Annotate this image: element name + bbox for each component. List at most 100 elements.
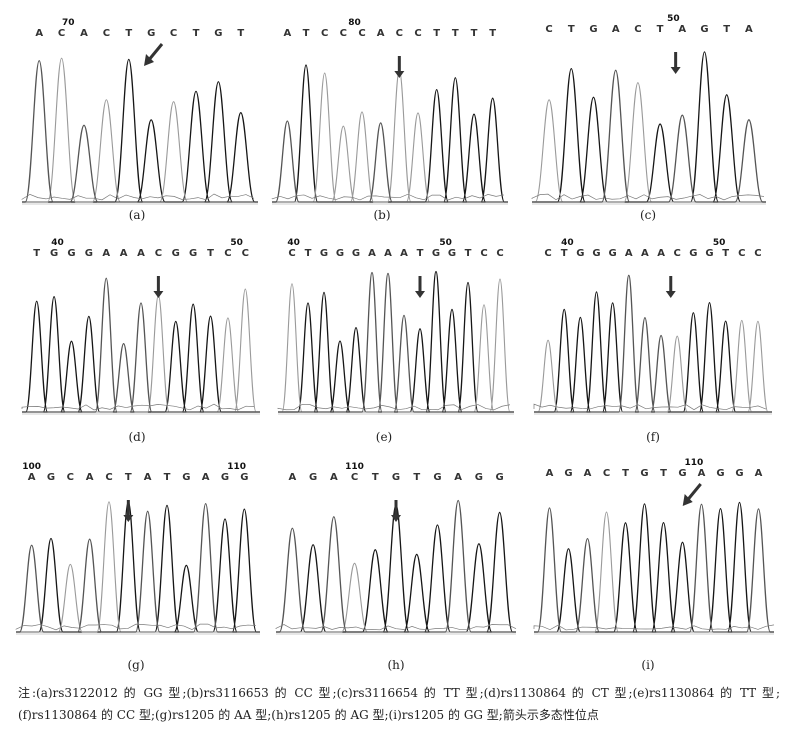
base-call: C xyxy=(396,28,403,39)
base-call: G xyxy=(182,472,190,483)
base-call: T xyxy=(568,24,575,35)
base-call: C xyxy=(496,248,503,259)
position-label: 40 xyxy=(287,238,300,248)
trace-mid xyxy=(272,120,508,203)
base-call: G xyxy=(336,248,344,259)
base-call: T xyxy=(305,248,312,259)
trace-gray xyxy=(22,57,258,203)
trace-gray xyxy=(534,511,774,633)
polymorphism-arrow-icon xyxy=(153,276,164,298)
trace-gray xyxy=(278,278,514,413)
base-call: G xyxy=(320,248,328,259)
trace-dark xyxy=(16,501,260,633)
trace-mid xyxy=(534,503,774,633)
trace-gray xyxy=(16,501,260,633)
base-call: T xyxy=(489,28,496,39)
base-call: A xyxy=(102,248,110,259)
base-call: G xyxy=(576,248,584,259)
base-call: T xyxy=(723,24,730,35)
trace-dark xyxy=(22,295,260,413)
trace-mid xyxy=(278,271,514,413)
polymorphism-arrow-icon xyxy=(391,500,401,522)
base-call: C xyxy=(242,248,249,259)
base-call: T xyxy=(722,248,729,259)
base-call: C xyxy=(754,248,761,259)
base-call: G xyxy=(214,28,222,39)
panel-f: C T G G G A A A C G G T C C 40 50 xyxy=(533,234,772,456)
base-call: T xyxy=(417,248,424,259)
polymorphism-arrow-icon xyxy=(665,276,676,298)
base-call: G xyxy=(433,472,441,483)
base-call: T xyxy=(207,248,214,259)
polymorphism-arrow-icon xyxy=(144,43,164,66)
base-call: C xyxy=(58,28,65,39)
caption-i: (i) xyxy=(641,658,655,672)
base-call: G xyxy=(592,248,600,259)
base-call: G xyxy=(678,468,686,479)
base-call: A xyxy=(400,248,408,259)
base-call: T xyxy=(372,472,379,483)
base-call: A xyxy=(657,248,665,259)
base-call: G xyxy=(147,28,155,39)
base-call: G xyxy=(172,248,180,259)
base-call: A xyxy=(120,248,128,259)
panel-g: A G C A C T A T G A G G 100 110 xyxy=(15,458,260,676)
base-call: A xyxy=(612,24,620,35)
base-call: A xyxy=(330,472,338,483)
position-label: 100 xyxy=(22,462,41,472)
base-call: C xyxy=(340,28,347,39)
polymorphism-arrow-icon xyxy=(670,52,681,74)
base-call: G xyxy=(47,472,55,483)
base-call: A xyxy=(377,28,385,39)
base-call: C xyxy=(545,24,552,35)
base-call: A xyxy=(678,24,686,35)
base-call: C xyxy=(103,28,110,39)
base-call: G xyxy=(640,468,648,479)
base-call: G xyxy=(716,468,724,479)
base-call: C xyxy=(351,472,358,483)
position-label: 40 xyxy=(51,238,64,248)
polymorphism-arrow-icon xyxy=(415,276,425,298)
base-call: A xyxy=(755,468,763,479)
base-call: A xyxy=(384,248,392,259)
trace-dark xyxy=(22,58,258,203)
base-call: C xyxy=(321,28,328,39)
trace-dark xyxy=(272,64,508,203)
base-call: A xyxy=(454,472,462,483)
base-call: T xyxy=(303,28,310,39)
base-call: A xyxy=(137,248,145,259)
base-call: C xyxy=(738,248,745,259)
base-call: A xyxy=(698,468,706,479)
trace-mid xyxy=(532,69,766,203)
base-call: T xyxy=(465,248,472,259)
base-call: G xyxy=(240,472,248,483)
base-call: G xyxy=(85,248,93,259)
base-call: C xyxy=(634,24,641,35)
position-label: 80 xyxy=(348,18,361,28)
base-call: T xyxy=(622,468,629,479)
position-label: 50 xyxy=(230,238,243,248)
position-label: 110 xyxy=(345,462,364,472)
base-call: C xyxy=(224,248,231,259)
panel-h: A G A C T G T G A G G 110 xyxy=(275,458,517,676)
polymorphism-arrow-icon xyxy=(394,56,405,78)
caption-e: (e) xyxy=(375,430,393,444)
caption-c: (c) xyxy=(639,208,657,222)
base-call: A xyxy=(546,468,554,479)
base-call: G xyxy=(448,248,456,259)
base-call: T xyxy=(237,28,244,39)
base-call: G xyxy=(189,248,197,259)
base-call: T xyxy=(125,472,132,483)
base-call: C xyxy=(105,472,112,483)
caption-g: (g) xyxy=(127,658,145,672)
base-call: A xyxy=(80,28,88,39)
base-call: A xyxy=(202,472,210,483)
base-call: A xyxy=(86,472,94,483)
base-call: G xyxy=(50,248,58,259)
base-call: G xyxy=(705,248,713,259)
base-call: T xyxy=(471,28,478,39)
panel-e: C T G G G A A A T G G T C C 40 50 xyxy=(277,234,514,456)
base-call: A xyxy=(28,472,36,483)
polymorphism-arrow-icon xyxy=(682,483,702,506)
trace-gray xyxy=(272,69,508,203)
